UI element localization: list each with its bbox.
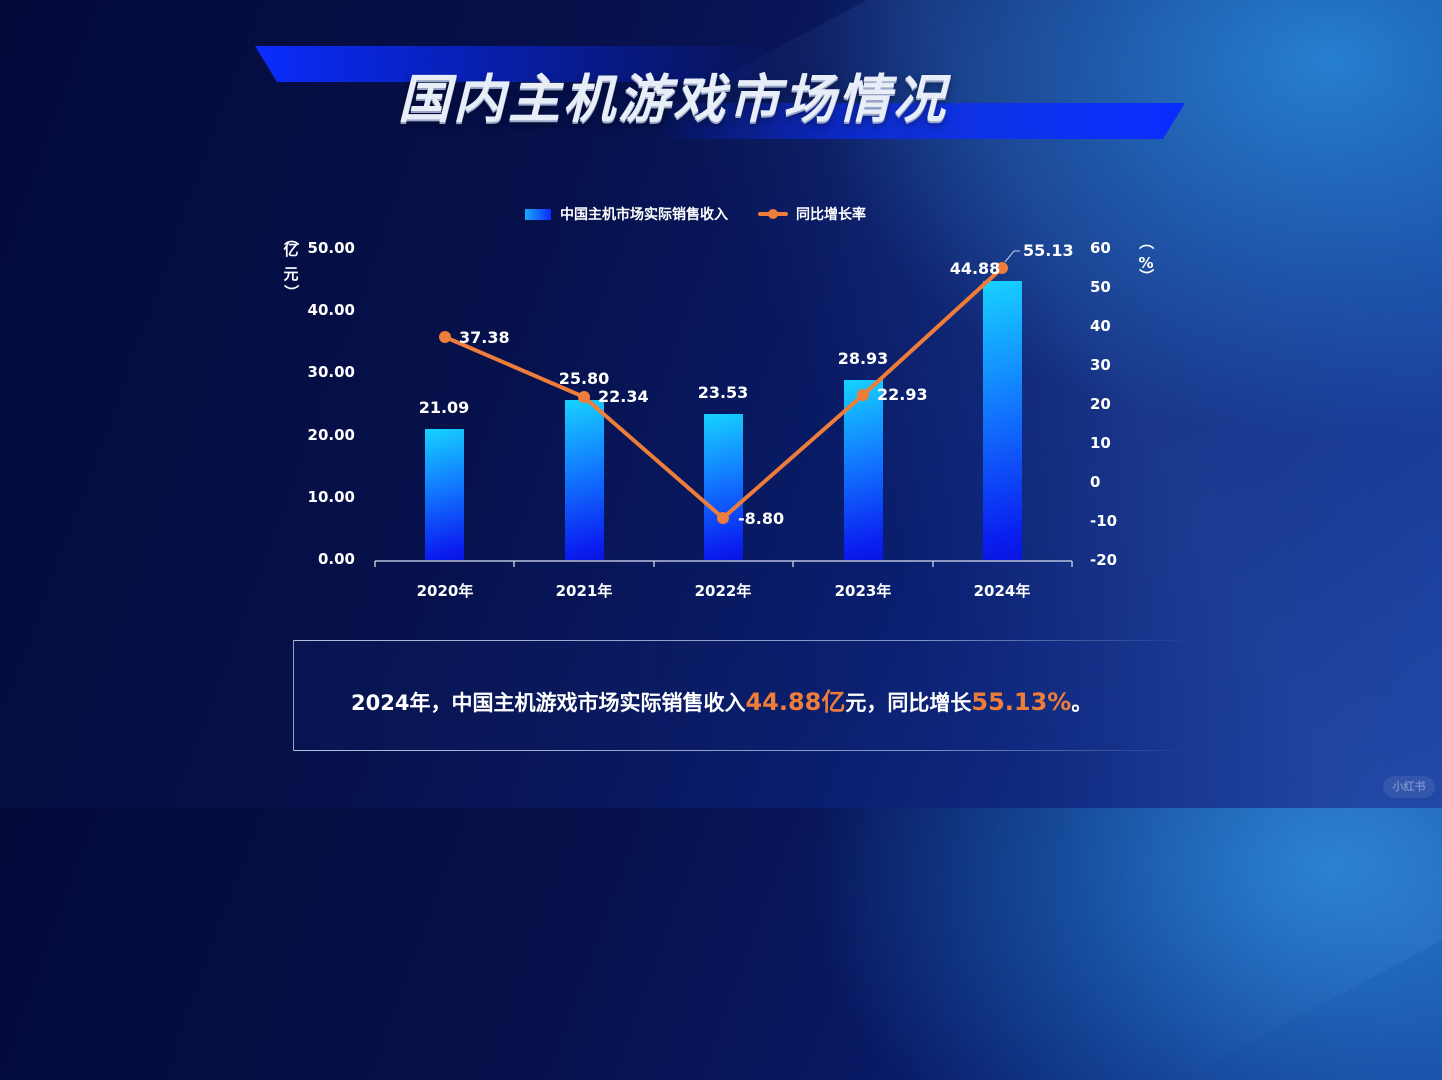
summary-prefix: 2024年，中国主机游戏市场实际销售收入: [351, 691, 746, 715]
x-axis-label: 2022年: [694, 582, 752, 600]
line-value-label: 55.13: [1023, 241, 1074, 260]
legend-line-swatch-icon: [758, 209, 788, 219]
right-tick: 20: [1090, 395, 1111, 413]
chart-legend: 中国主机市场实际销售收入 同比增长率: [525, 204, 866, 224]
bar-2021: [565, 400, 604, 560]
combo-chart: 中国主机市场实际销售收入 同比增长率 （ 亿 元 ） 50.00 40.00 3…: [283, 204, 1154, 600]
summary-revenue-highlight: 44.88亿: [745, 688, 846, 716]
chart-axes-and-line: [374, 250, 1073, 567]
watermark-logo: 小红书: [1383, 776, 1435, 798]
bar-value-label: 23.53: [697, 383, 749, 402]
summary-middle: 元，同比增长: [845, 691, 972, 715]
right-tick: 50: [1090, 278, 1111, 296]
right-tick: 40: [1090, 317, 1111, 335]
right-tick: 30: [1090, 356, 1111, 374]
bar-value-label: 44.88: [949, 259, 1001, 278]
left-tick: 30.00: [307, 363, 355, 381]
line-value-label: -8.80: [738, 509, 785, 528]
line-value-label: 22.93: [877, 385, 928, 404]
right-tick: 10: [1090, 434, 1111, 452]
bar-2024: [983, 281, 1022, 560]
summary-text: 2024年，中国主机游戏市场实际销售收入44.88亿元，同比增长55.13%。: [351, 682, 1092, 717]
legend-line-label: 同比增长率: [796, 207, 866, 223]
bar-value-label: 25.80: [558, 369, 610, 388]
left-tick: 50.00: [307, 239, 355, 257]
left-tick: 0.00: [317, 550, 355, 568]
x-axis-label: 2020年: [416, 582, 474, 600]
right-tick: 0: [1090, 473, 1101, 491]
bar-2020: [425, 429, 464, 560]
right-tick: -20: [1090, 551, 1118, 569]
bar-2022: [704, 414, 743, 560]
left-axis-unit-2: 元: [283, 265, 299, 283]
right-tick: 60: [1090, 239, 1111, 257]
page-title: 国内主机游戏市场情况: [398, 70, 949, 130]
line-value-label: 37.38: [459, 328, 510, 347]
legend-bar-swatch-icon: [525, 208, 551, 220]
line-value-label: 22.34: [598, 387, 649, 406]
left-tick: 40.00: [307, 301, 355, 319]
summary-suffix: 。: [1071, 691, 1093, 715]
x-axis-label: 2023年: [834, 582, 892, 600]
x-axis-label: 2021年: [555, 582, 613, 600]
bar-value-label: 28.93: [837, 349, 889, 368]
left-tick: 10.00: [307, 488, 355, 506]
right-tick: -10: [1090, 512, 1118, 530]
bar-value-label: 21.09: [418, 398, 470, 417]
left-tick: 20.00: [307, 426, 355, 444]
summary-growth-highlight: 55.13%: [971, 688, 1072, 716]
bar-2023: [844, 380, 883, 560]
legend-bar-label: 中国主机市场实际销售收入: [560, 207, 728, 223]
summary-box: 2024年，中国主机游戏市场实际销售收入44.88亿元，同比增长55.13%。: [293, 640, 1194, 751]
x-axis-label: 2024年: [973, 582, 1031, 600]
right-axis-unit-1: %: [1138, 254, 1154, 272]
left-axis-unit-1: 亿: [283, 241, 299, 259]
title-banner: [255, 46, 1185, 140]
